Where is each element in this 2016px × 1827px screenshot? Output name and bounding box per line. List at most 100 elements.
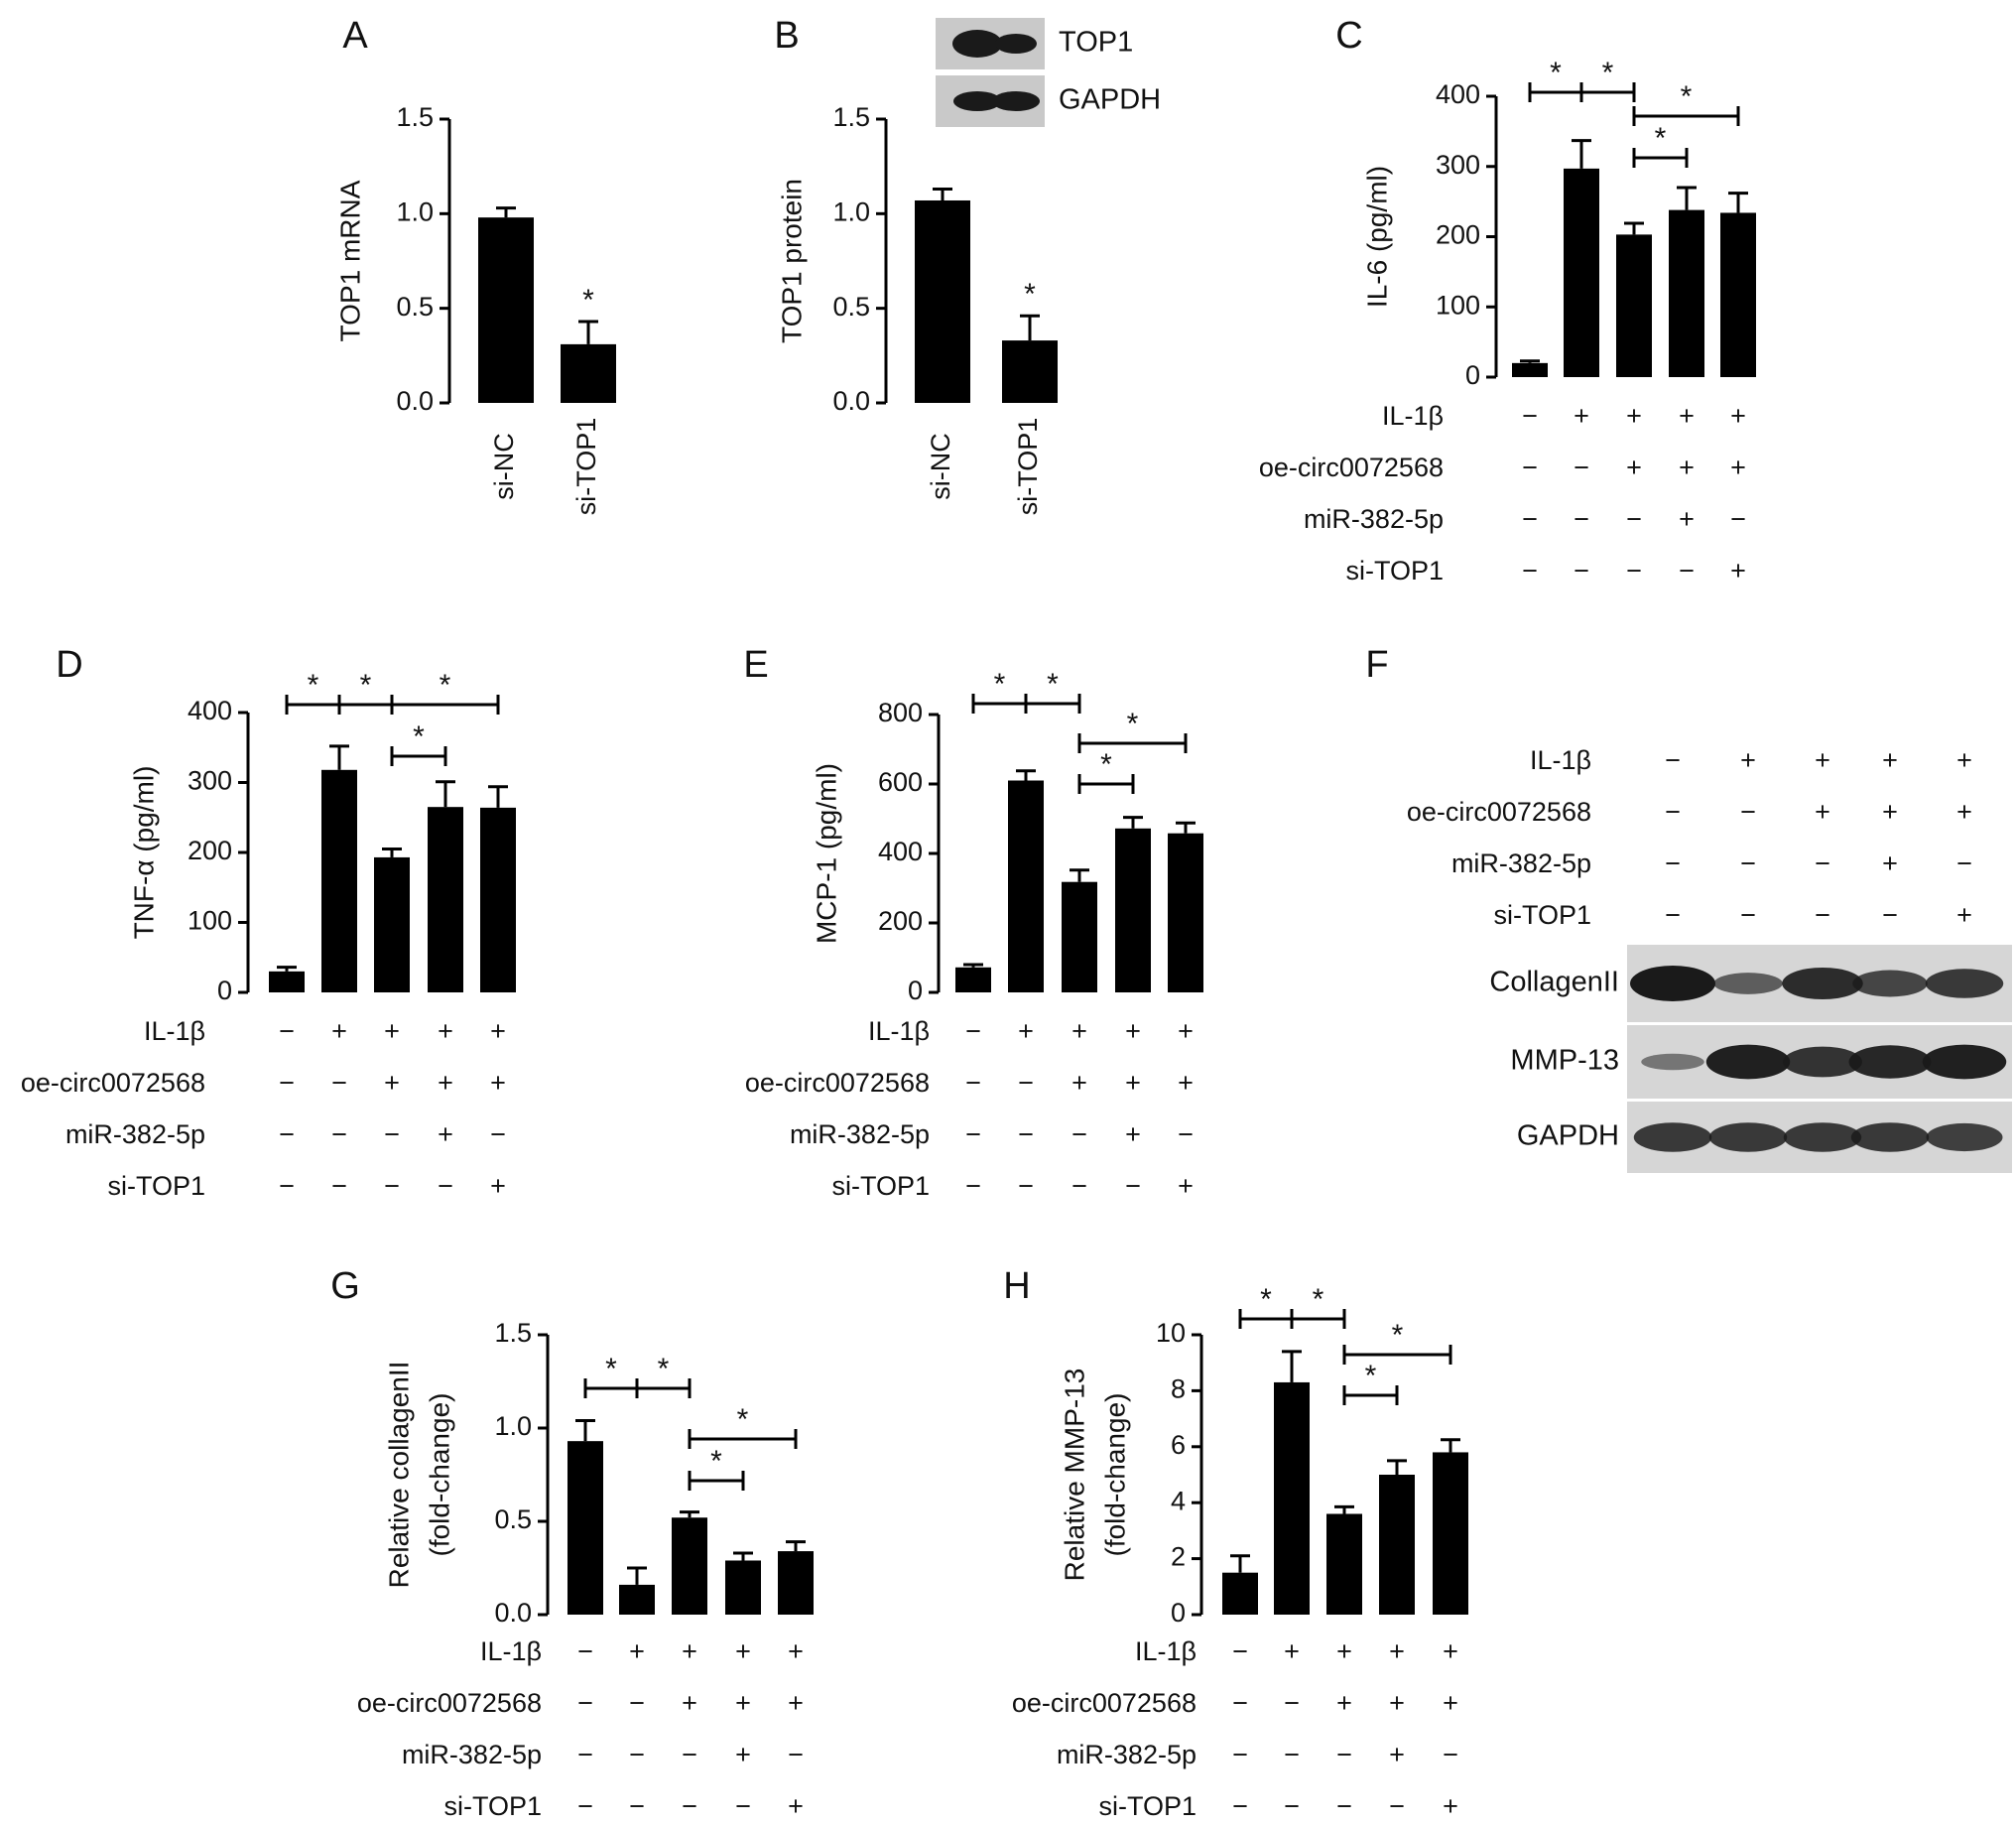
treatment-sign: −: [1018, 1171, 1034, 1201]
treatment-sign: −: [1815, 900, 1830, 930]
x-category-label: si-TOP1: [1013, 418, 1043, 516]
panel-b-blot: TOP1 GAPDH: [936, 18, 1161, 127]
panel-g: G 0.0 0.5 1.0 1.5 Relative collagenII (fold-ch…: [330, 1265, 814, 1821]
significance-star: *: [1681, 80, 1693, 113]
treatment-sign: −: [1665, 745, 1681, 775]
blot-band: [1922, 1044, 2007, 1080]
y-axis-label-secondary: (fold-change): [424, 1393, 454, 1557]
blot-band: [1783, 1046, 1862, 1078]
bar: [374, 856, 410, 992]
blot-row-label: CollagenII: [1489, 967, 1619, 998]
panel-letter: A: [342, 15, 368, 57]
treatment-sign: +: [1071, 1016, 1087, 1046]
treatment-sign: −: [279, 1016, 295, 1046]
treatment-sign: +: [1730, 453, 1746, 482]
treatment-sign: −: [279, 1068, 295, 1098]
y-axis-label: TOP1 protein: [776, 179, 807, 343]
treatment-sign: −: [1336, 1740, 1352, 1769]
treatment-sign: +: [1443, 1791, 1458, 1821]
bar: [1564, 168, 1599, 377]
y-tick-label: 0: [217, 976, 232, 1005]
y-tick-label: 0.5: [396, 292, 434, 322]
treatment-sign: +: [1178, 1068, 1194, 1098]
blot-band: [995, 34, 1037, 54]
bar: [778, 1551, 814, 1615]
y-tick-label: 0: [908, 976, 923, 1005]
significance-star: *: [710, 1445, 722, 1478]
treatment-label: oe-circ0072568: [357, 1688, 542, 1718]
treatment-sign: −: [1574, 504, 1589, 534]
treatment-sign: −: [1522, 401, 1538, 431]
panel-a: A 0.0 0.5 1.0 1.5 TOP1 mRNA * si-NC si-TOP1: [334, 15, 616, 515]
treatment-sign: −: [1336, 1791, 1352, 1821]
treatment-sign: +: [1882, 797, 1898, 827]
treatment-sign: −: [1018, 1068, 1034, 1098]
significance-star: *: [1602, 57, 1614, 89]
treatment-sign: +: [1679, 453, 1695, 482]
treatment-sign: −: [965, 1171, 981, 1201]
treatment-sign: −: [384, 1119, 400, 1149]
y-axis-label: TNF-α (pg/ml): [128, 766, 159, 940]
treatment-sign: +: [438, 1016, 453, 1046]
treatment-sign: +: [331, 1016, 347, 1046]
treatment-sign: −: [577, 1636, 593, 1666]
bar: [478, 217, 534, 403]
treatment-sign: +: [438, 1119, 453, 1149]
treatment-sign: −: [1071, 1171, 1087, 1201]
significance-star: *: [440, 669, 451, 702]
significance-star: *: [605, 1353, 617, 1385]
treatment-sign: −: [1956, 848, 1972, 878]
y-tick-label: 200: [878, 906, 923, 936]
treatment-sign: +: [788, 1688, 804, 1718]
blot-row-label: MMP-13: [1510, 1045, 1619, 1077]
treatment-sign: +: [1178, 1016, 1194, 1046]
treatment-label: IL-1β: [1382, 401, 1444, 431]
bar: [561, 343, 616, 403]
y-tick-label: 200: [188, 836, 232, 865]
treatment-sign: +: [788, 1636, 804, 1666]
significance-star: *: [1655, 122, 1667, 155]
y-tick-label: 1.5: [832, 102, 870, 132]
blot-row-label: GAPDH: [1059, 84, 1161, 116]
treatment-sign: +: [1626, 401, 1642, 431]
treatment-sign: −: [1232, 1688, 1248, 1718]
treatment-sign: +: [682, 1688, 697, 1718]
x-category-label: si-TOP1: [571, 418, 601, 516]
bar: [1168, 833, 1203, 992]
significance-star: *: [1313, 1283, 1324, 1316]
treatment-sign: +: [735, 1740, 751, 1769]
panel-letter: G: [330, 1265, 360, 1307]
treatment-sign: −: [577, 1740, 593, 1769]
bar: [915, 199, 970, 403]
treatment-sign: −: [1522, 504, 1538, 534]
treatment-sign: −: [279, 1119, 295, 1149]
bar: [619, 1584, 655, 1615]
treatment-sign: +: [490, 1068, 506, 1098]
blot-band: [1926, 1122, 2003, 1152]
treatment-sign: −: [1740, 900, 1756, 930]
blot-band: [1713, 973, 1783, 994]
treatment-sign: −: [577, 1791, 593, 1821]
treatment-sign: −: [682, 1791, 697, 1821]
y-tick-label: 100: [188, 906, 232, 936]
treatment-sign: +: [1815, 797, 1830, 827]
significance-star: *: [1392, 1319, 1404, 1352]
panel-letter: H: [1003, 1265, 1030, 1307]
blot-band: [1848, 1045, 1932, 1079]
treatment-label: si-TOP1: [1493, 900, 1591, 930]
treatment-sign: +: [1443, 1688, 1458, 1718]
y-axis-label: Relative MMP-13: [1059, 1369, 1089, 1582]
treatment-sign: +: [1679, 504, 1695, 534]
treatment-sign: −: [1665, 848, 1681, 878]
blot-row-label: TOP1: [1059, 27, 1133, 59]
treatment-sign: −: [1626, 504, 1642, 534]
treatment-sign: −: [965, 1119, 981, 1149]
treatment-sign: +: [1389, 1740, 1405, 1769]
treatment-sign: −: [1178, 1119, 1194, 1149]
treatment-sign: +: [1071, 1068, 1087, 1098]
treatment-sign: +: [1956, 797, 1972, 827]
treatment-sign: −: [1730, 504, 1746, 534]
y-tick-label: 0: [1465, 360, 1480, 390]
treatment-sign: −: [1574, 556, 1589, 586]
treatment-sign: +: [1443, 1636, 1458, 1666]
